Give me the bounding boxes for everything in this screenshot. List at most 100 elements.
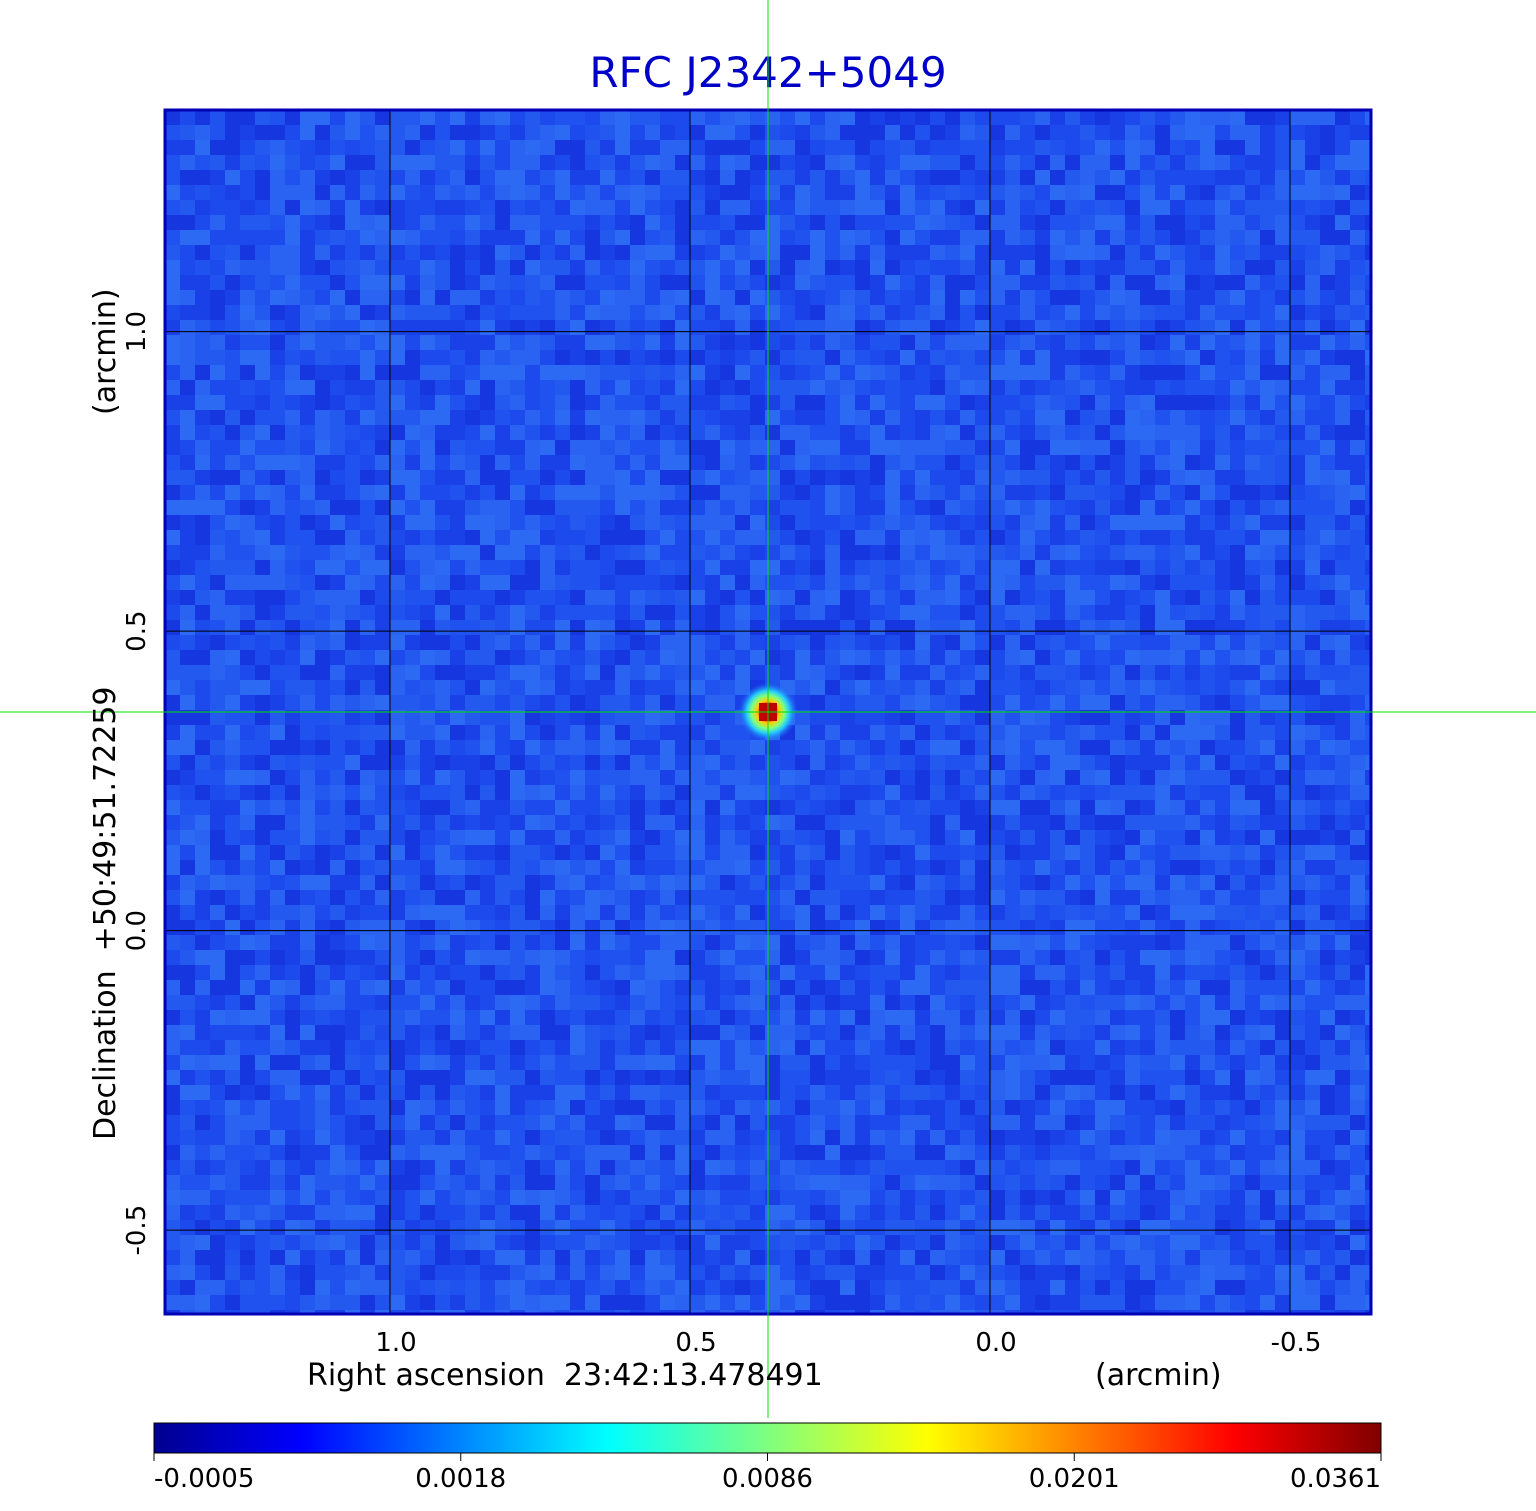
noise-pixel	[855, 395, 870, 410]
noise-pixel	[270, 545, 285, 560]
noise-pixel	[1140, 665, 1155, 680]
noise-pixel	[1365, 380, 1371, 395]
noise-pixel	[360, 350, 375, 365]
noise-pixel	[525, 545, 540, 560]
noise-pixel	[330, 1025, 345, 1040]
noise-pixel	[315, 485, 330, 500]
noise-pixel	[315, 125, 330, 140]
noise-pixel	[840, 425, 855, 440]
noise-pixel	[1350, 965, 1365, 980]
noise-pixel	[645, 530, 660, 545]
noise-pixel	[930, 665, 945, 680]
noise-pixel	[930, 965, 945, 980]
noise-pixel	[630, 380, 645, 395]
noise-pixel	[1320, 740, 1335, 755]
noise-pixel	[1245, 575, 1260, 590]
noise-pixel	[885, 785, 900, 800]
noise-pixel	[885, 995, 900, 1010]
noise-pixel	[585, 740, 600, 755]
noise-pixel	[405, 680, 420, 695]
noise-pixel	[600, 515, 615, 530]
noise-pixel	[870, 455, 885, 470]
noise-pixel	[885, 470, 900, 485]
noise-pixel	[825, 965, 840, 980]
noise-pixel	[1185, 620, 1200, 635]
noise-pixel	[1305, 515, 1320, 530]
noise-pixel	[960, 560, 975, 575]
noise-pixel	[285, 710, 300, 725]
noise-pixel	[480, 530, 495, 545]
noise-pixel	[690, 830, 705, 845]
noise-pixel	[390, 935, 405, 950]
noise-pixel	[1230, 485, 1245, 500]
noise-pixel	[1095, 995, 1110, 1010]
noise-pixel	[360, 395, 375, 410]
noise-pixel	[1035, 605, 1050, 620]
noise-pixel	[345, 665, 360, 680]
noise-pixel	[315, 500, 330, 515]
noise-pixel	[1005, 575, 1020, 590]
noise-pixel	[1185, 680, 1200, 695]
noise-pixel	[735, 860, 750, 875]
noise-pixel	[1350, 200, 1365, 215]
noise-pixel	[1335, 410, 1350, 425]
noise-pixel	[855, 575, 870, 590]
noise-pixel	[1035, 695, 1050, 710]
noise-pixel	[1080, 500, 1095, 515]
noise-pixel	[225, 935, 240, 950]
noise-pixel	[1290, 125, 1305, 140]
noise-pixel	[390, 215, 405, 230]
noise-pixel	[1260, 170, 1275, 185]
noise-pixel	[1290, 890, 1305, 905]
noise-pixel	[1125, 335, 1140, 350]
noise-pixel	[810, 245, 825, 260]
noise-pixel	[885, 650, 900, 665]
noise-pixel	[255, 395, 270, 410]
noise-pixel	[1200, 650, 1215, 665]
noise-pixel	[1080, 440, 1095, 455]
noise-pixel	[165, 890, 180, 905]
noise-pixel	[615, 200, 630, 215]
noise-pixel	[1155, 575, 1170, 590]
noise-pixel	[210, 110, 225, 125]
noise-pixel	[1245, 455, 1260, 470]
noise-pixel	[465, 545, 480, 560]
noise-pixel	[690, 1010, 705, 1025]
noise-pixel	[600, 1025, 615, 1040]
noise-pixel	[720, 980, 735, 995]
noise-pixel	[750, 965, 765, 980]
noise-pixel	[225, 665, 240, 680]
noise-pixel	[300, 485, 315, 500]
noise-pixel	[1245, 545, 1260, 560]
noise-pixel	[300, 290, 315, 305]
noise-pixel	[840, 980, 855, 995]
noise-pixel	[840, 695, 855, 710]
noise-pixel	[405, 650, 420, 665]
noise-pixel	[1290, 695, 1305, 710]
noise-pixel	[585, 155, 600, 170]
noise-pixel	[1275, 350, 1290, 365]
noise-pixel	[1125, 965, 1140, 980]
noise-pixel	[240, 665, 255, 680]
noise-pixel	[690, 710, 705, 725]
noise-pixel	[540, 635, 555, 650]
noise-pixel	[1020, 590, 1035, 605]
noise-pixel	[375, 410, 390, 425]
noise-pixel	[915, 305, 930, 320]
noise-pixel	[615, 545, 630, 560]
noise-pixel	[1110, 845, 1125, 860]
noise-pixel	[1290, 815, 1305, 830]
noise-pixel	[960, 245, 975, 260]
noise-pixel	[345, 860, 360, 875]
noise-pixel	[480, 410, 495, 425]
noise-pixel	[1080, 170, 1095, 185]
noise-pixel	[345, 1010, 360, 1025]
noise-pixel	[1335, 470, 1350, 485]
noise-pixel	[810, 875, 825, 890]
noise-pixel	[720, 950, 735, 965]
noise-pixel	[975, 815, 990, 830]
noise-pixel	[960, 500, 975, 515]
noise-pixel	[1020, 815, 1035, 830]
noise-pixel	[585, 800, 600, 815]
noise-pixel	[840, 530, 855, 545]
